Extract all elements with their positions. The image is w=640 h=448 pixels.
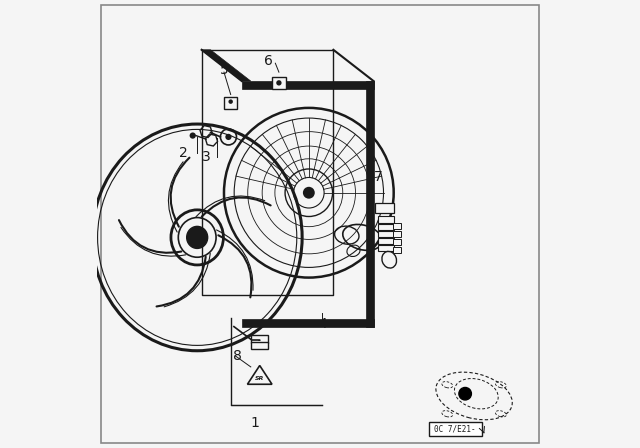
Text: 0C 7/E21-: 0C 7/E21- xyxy=(434,425,476,434)
Polygon shape xyxy=(202,50,251,81)
Circle shape xyxy=(195,231,204,239)
Circle shape xyxy=(189,133,196,139)
FancyBboxPatch shape xyxy=(429,422,482,436)
Polygon shape xyxy=(242,319,374,327)
FancyBboxPatch shape xyxy=(393,231,401,237)
Text: 5: 5 xyxy=(220,63,228,77)
Circle shape xyxy=(459,388,472,400)
Polygon shape xyxy=(242,81,374,89)
Text: 6: 6 xyxy=(264,54,273,68)
Text: 1: 1 xyxy=(251,416,260,430)
FancyBboxPatch shape xyxy=(272,77,286,89)
FancyBboxPatch shape xyxy=(378,224,394,230)
FancyBboxPatch shape xyxy=(378,231,394,237)
FancyBboxPatch shape xyxy=(393,223,401,229)
FancyBboxPatch shape xyxy=(252,335,268,343)
Ellipse shape xyxy=(187,226,207,249)
Text: 2: 2 xyxy=(179,146,188,159)
FancyBboxPatch shape xyxy=(393,247,401,254)
FancyBboxPatch shape xyxy=(376,203,394,213)
FancyBboxPatch shape xyxy=(378,245,394,251)
FancyBboxPatch shape xyxy=(225,97,237,109)
Text: 8: 8 xyxy=(233,349,242,363)
Text: 7: 7 xyxy=(374,170,383,184)
FancyBboxPatch shape xyxy=(378,216,394,223)
Text: 4: 4 xyxy=(318,318,326,332)
Circle shape xyxy=(225,134,232,140)
Circle shape xyxy=(303,187,315,198)
Text: 3: 3 xyxy=(202,150,211,164)
Circle shape xyxy=(276,80,282,86)
FancyBboxPatch shape xyxy=(252,342,268,349)
Polygon shape xyxy=(365,81,374,327)
FancyBboxPatch shape xyxy=(378,238,394,244)
Circle shape xyxy=(228,99,233,104)
FancyBboxPatch shape xyxy=(393,239,401,246)
Text: SR: SR xyxy=(255,376,264,382)
